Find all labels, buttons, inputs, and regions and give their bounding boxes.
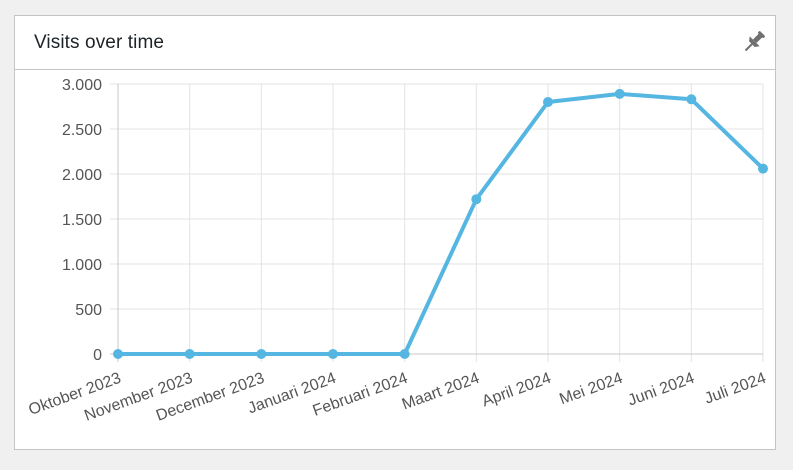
data-point	[758, 163, 768, 174]
data-point	[614, 88, 625, 99]
widget-header: Visits over time	[15, 16, 775, 70]
y-tick-label: 500	[75, 302, 102, 319]
x-tick-label: Juli 2024	[702, 370, 768, 408]
data-point	[256, 349, 267, 359]
data-point	[328, 349, 338, 359]
data-point	[543, 97, 553, 107]
y-tick-label: 2.000	[62, 167, 102, 184]
data-point	[686, 94, 697, 105]
data-point	[184, 349, 195, 359]
y-tick-label: 0	[93, 347, 102, 364]
y-tick-label: 3.000	[62, 77, 102, 94]
series-line	[116, 91, 765, 356]
series-line	[116, 91, 765, 356]
y-tick-label: 2.500	[62, 122, 102, 139]
x-tick-label: Juni 2024	[626, 370, 697, 410]
widget-title: Visits over time	[34, 32, 165, 53]
x-tick-label: Maart 2024	[400, 370, 482, 414]
pin-icon[interactable]	[739, 27, 769, 57]
data-points	[113, 88, 768, 359]
data-point	[113, 349, 123, 359]
x-tick-label: Mei 2024	[557, 370, 625, 409]
x-tick-label: April 2024	[480, 370, 554, 411]
grid-lines	[110, 83, 764, 362]
y-tick-label: 1.000	[62, 257, 102, 274]
y-tick-label: 1.500	[62, 212, 102, 229]
data-point	[399, 349, 410, 359]
visits-widget: Visits over time	[14, 15, 776, 450]
y-tick-labels: 0 500 1.000 1.500 2.000 2.500 3.000	[62, 77, 102, 364]
data-point	[471, 194, 482, 205]
